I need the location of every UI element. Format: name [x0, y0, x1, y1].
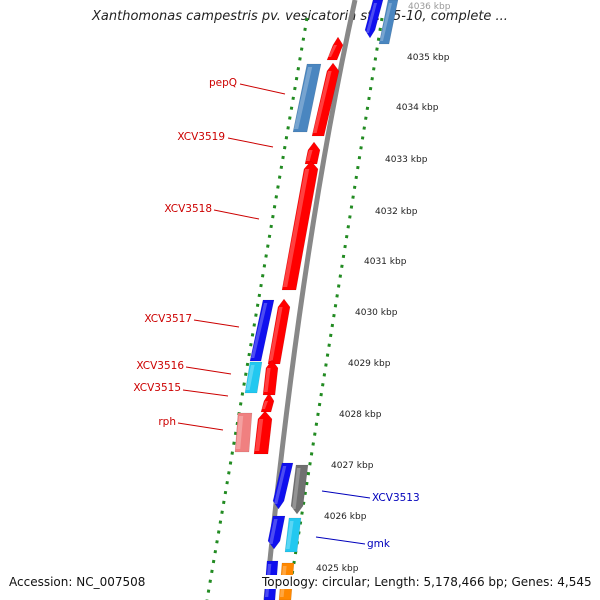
- gene-feature-highlight: [251, 303, 268, 358]
- gene-feature-highlight: [294, 67, 313, 129]
- tick-label: 4030 kbp: [355, 308, 398, 318]
- gene-feature[interactable]: [272, 462, 294, 510]
- gene-feature-highlight: [292, 468, 301, 509]
- gene-feature-highlight: [306, 150, 313, 161]
- tick-label: 4027 kbp: [331, 461, 374, 471]
- gene-feature[interactable]: [253, 410, 273, 455]
- gene-feature[interactable]: [364, 0, 384, 39]
- gene-label[interactable]: XCV3518: [164, 203, 212, 215]
- gene-feature[interactable]: [292, 63, 322, 133]
- tick-label: 4031 kbp: [364, 257, 407, 267]
- gene-feature-highlight: [380, 3, 392, 41]
- gene-label-leader: [213, 209, 260, 220]
- gene-feature-highlight: [246, 365, 255, 390]
- tick-label: 4029 kbp: [348, 359, 391, 369]
- gene-feature-highlight: [255, 419, 264, 451]
- gene-label-leader: [227, 137, 274, 148]
- gene-label[interactable]: gmk: [367, 538, 391, 550]
- gene-feature-highlight: [274, 466, 287, 504]
- gene-feature[interactable]: [267, 515, 286, 550]
- gene-feature-highlight: [269, 519, 278, 544]
- gene-feature[interactable]: [260, 392, 275, 413]
- gene-feature-highlight: [269, 307, 283, 361]
- gene-label[interactable]: XCV3519: [177, 131, 225, 143]
- tick-label: 4036 kbp: [408, 2, 451, 12]
- gene-label-leader: [193, 319, 240, 328]
- gene-feature-highlight: [328, 45, 337, 57]
- tick-label: 4035 kbp: [407, 53, 450, 63]
- gene-label-leader: [182, 389, 229, 397]
- right-dotted-track: [286, 17, 384, 600]
- left-dotted-track: [205, 17, 309, 600]
- gene-label-leader: [239, 83, 286, 95]
- gene-feature[interactable]: [284, 517, 302, 553]
- gene-label-leader: [185, 366, 232, 375]
- gene-feature-highlight: [264, 368, 271, 392]
- gene-feature-highlight: [236, 416, 244, 449]
- gene-feature[interactable]: [326, 36, 344, 61]
- tick-label: 4026 kbp: [324, 512, 367, 522]
- map-title: Xanthomonas campestris pv. vesicatoria s…: [92, 9, 508, 24]
- tick-label: 4033 kbp: [385, 155, 428, 165]
- gene-feature-highlight: [366, 3, 377, 33]
- gene-feature[interactable]: [249, 299, 275, 362]
- gene-label[interactable]: XCV3515: [133, 382, 181, 394]
- gene-feature-highlight: [283, 169, 310, 287]
- tick-label: 4034 kbp: [396, 103, 439, 113]
- stats-text: Topology: circular; Length: 5,178,466 bp…: [262, 575, 596, 589]
- gene-label[interactable]: rph: [158, 416, 176, 428]
- gene-feature[interactable]: [378, 0, 399, 45]
- gene-feature[interactable]: [234, 412, 253, 453]
- gene-label[interactable]: XCV3513: [372, 492, 420, 504]
- gene-feature[interactable]: [281, 160, 319, 291]
- gene-feature[interactable]: [244, 361, 263, 394]
- gene-feature-highlight: [286, 521, 294, 549]
- tick-label: 4028 kbp: [339, 410, 382, 420]
- gene-feature-highlight: [313, 71, 332, 133]
- tick-label: 4032 kbp: [375, 207, 418, 217]
- tick-label: 4025 kbp: [316, 564, 359, 574]
- accession-text: Accession: NC_007508: [9, 575, 146, 589]
- gene-label-leader: [315, 536, 366, 545]
- gene-label-leader: [177, 422, 224, 431]
- gene-label[interactable]: XCV3516: [136, 360, 184, 372]
- gene-label[interactable]: pepQ: [209, 77, 237, 89]
- gene-feature-highlight: [262, 401, 268, 409]
- gene-label-leader: [321, 490, 371, 499]
- gene-feature[interactable]: [290, 464, 309, 515]
- gene-feature[interactable]: [311, 62, 340, 137]
- gene-label[interactable]: XCV3517: [144, 313, 192, 325]
